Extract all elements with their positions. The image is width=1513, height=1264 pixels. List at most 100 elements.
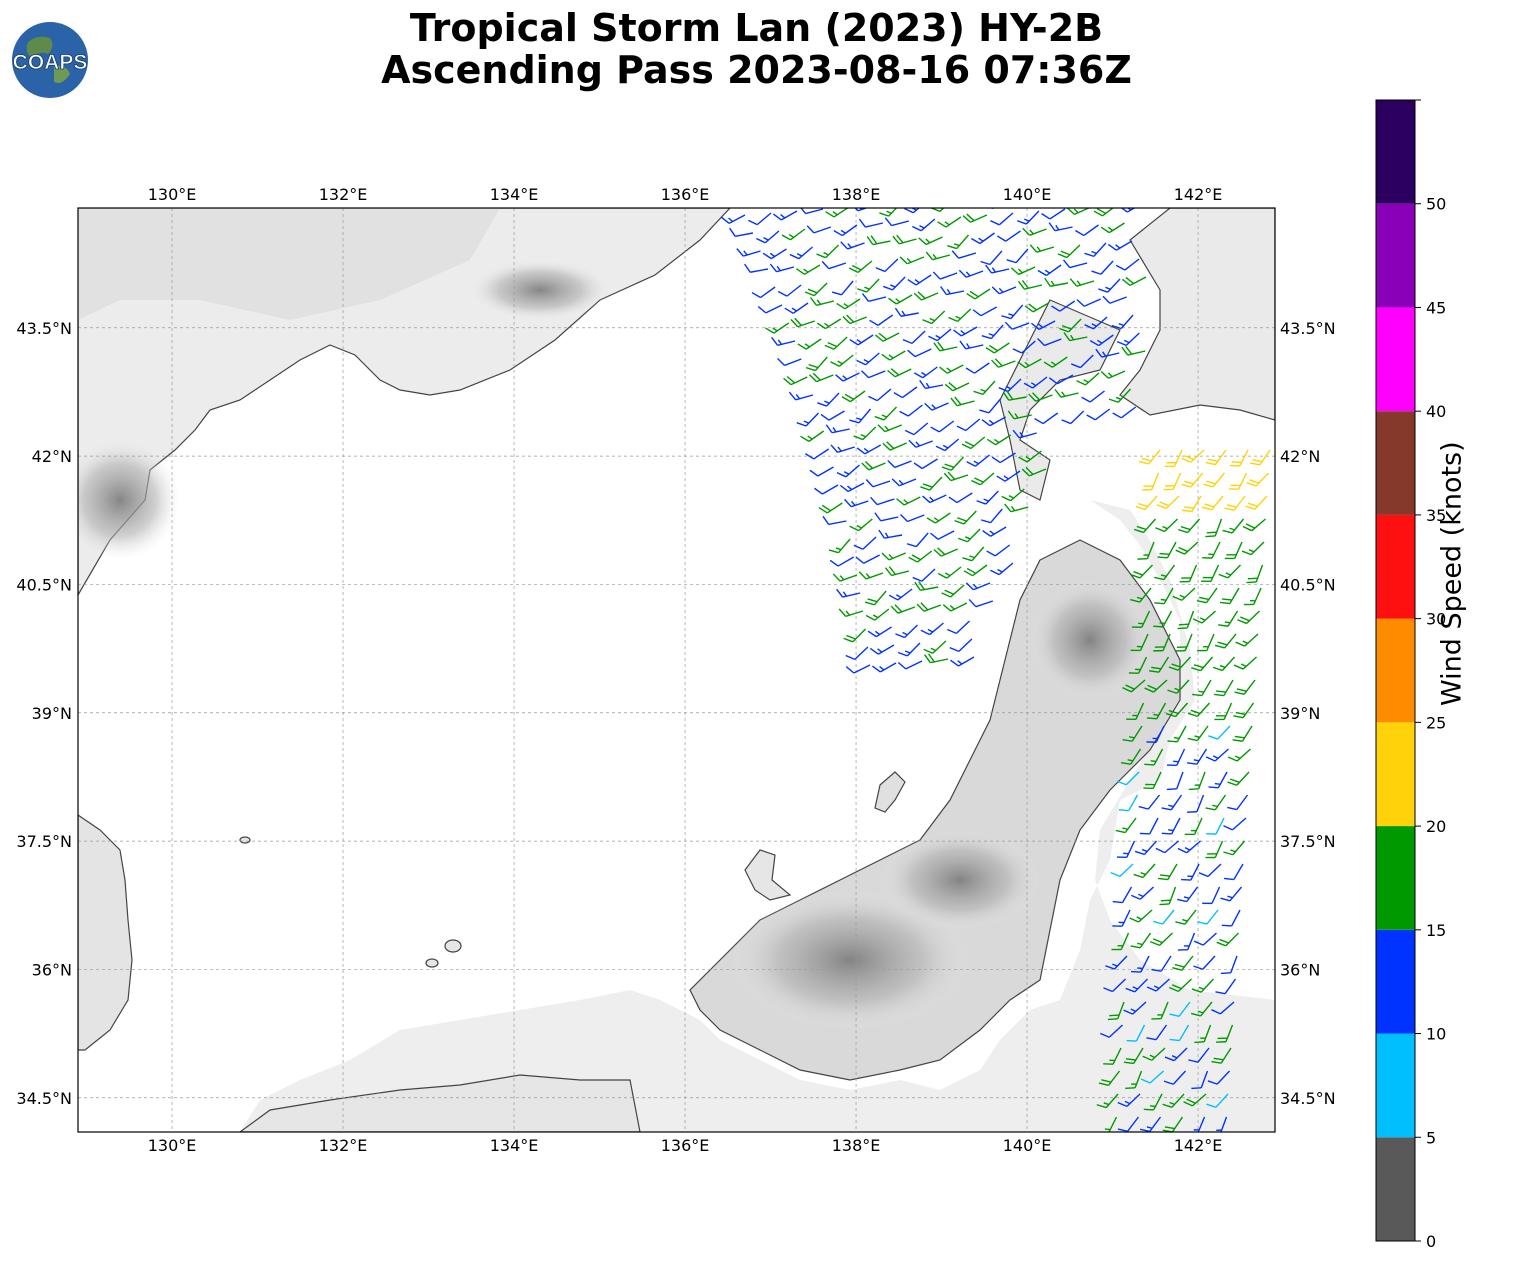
wind-barb bbox=[966, 454, 990, 467]
wind-barb bbox=[853, 536, 877, 550]
wind-barb bbox=[796, 412, 820, 427]
wind-barb bbox=[924, 653, 949, 664]
wind-barb bbox=[1115, 258, 1140, 271]
gridlines bbox=[78, 208, 1275, 1132]
colorbar-bin-8 bbox=[1376, 307, 1415, 412]
wind-barb bbox=[897, 660, 923, 670]
wind-barb bbox=[1130, 633, 1149, 652]
wind-barb bbox=[821, 260, 847, 270]
wind-barb bbox=[1076, 372, 1100, 386]
wind-barb bbox=[1138, 449, 1161, 465]
wind-barb bbox=[1125, 1070, 1143, 1090]
wind-barb bbox=[1037, 337, 1062, 347]
wind-barb bbox=[1142, 1047, 1166, 1061]
colorbar-tick-label: 40 bbox=[1426, 402, 1446, 421]
wind-barb bbox=[1098, 1116, 1118, 1132]
wind-barb bbox=[953, 326, 978, 337]
wind-barb bbox=[1220, 955, 1238, 975]
wind-barb bbox=[882, 441, 907, 451]
wind-barb bbox=[1202, 541, 1221, 559]
wind-barb bbox=[1143, 1093, 1163, 1111]
colorbar-bin-10 bbox=[1376, 100, 1415, 204]
noto-peninsula bbox=[744, 849, 792, 901]
wind-barb bbox=[1133, 518, 1157, 534]
wind-barb bbox=[1120, 748, 1142, 765]
wind-barb bbox=[1233, 702, 1255, 719]
wind-barb bbox=[1183, 1093, 1207, 1107]
wind-barb bbox=[930, 420, 955, 433]
wind-barb bbox=[941, 456, 965, 471]
wind-barb bbox=[1149, 656, 1170, 673]
wind-barb bbox=[835, 372, 860, 382]
wind-barb bbox=[1089, 334, 1114, 347]
wind-barb bbox=[1207, 1070, 1231, 1085]
wind-barb bbox=[1059, 318, 1082, 333]
lat-tick-label-right: 36°N bbox=[1280, 960, 1320, 979]
wind-barb bbox=[1222, 518, 1245, 534]
wind-barb bbox=[884, 566, 910, 577]
wind-barb bbox=[1112, 178, 1135, 199]
lon-tick-label-bottom: 132°E bbox=[319, 1136, 368, 1155]
wind-barb bbox=[848, 260, 873, 274]
wind-barb bbox=[924, 402, 949, 411]
terrain-layer bbox=[78, 208, 1275, 1132]
wind-barb bbox=[1134, 840, 1158, 856]
wind-barb bbox=[1130, 564, 1154, 579]
wind-barb bbox=[1206, 1093, 1229, 1108]
wind-barb bbox=[899, 404, 923, 417]
wind-barb bbox=[756, 230, 780, 244]
oki-islands bbox=[444, 939, 462, 953]
wind-barb bbox=[935, 438, 960, 452]
wind-barb bbox=[1130, 886, 1154, 900]
wind-barb bbox=[861, 370, 886, 379]
wind-barb bbox=[1122, 679, 1146, 693]
wind-barb bbox=[920, 622, 944, 636]
map-title-line-1: Tropical Storm Lan (2023) HY-2B bbox=[409, 6, 1104, 50]
wind-barb bbox=[1208, 771, 1228, 789]
wind-barb bbox=[1241, 541, 1265, 556]
wind-barb bbox=[1206, 817, 1225, 835]
wind-barb bbox=[849, 334, 874, 346]
wind-barb bbox=[1111, 932, 1130, 951]
wind-barb bbox=[1229, 449, 1249, 467]
colorbar-tick-label: 10 bbox=[1426, 1025, 1446, 1044]
wind-barb bbox=[1031, 320, 1056, 331]
lat-tick-label-left: 39°N bbox=[32, 704, 72, 723]
colorbar-bin-5 bbox=[1376, 618, 1415, 723]
wind-barb bbox=[991, 358, 1016, 368]
wind-barb bbox=[937, 216, 962, 228]
wind-barb bbox=[980, 250, 1003, 266]
wind-barb bbox=[1224, 541, 1243, 560]
wind-barb bbox=[1135, 495, 1158, 511]
wind-barb bbox=[1191, 978, 1215, 993]
wind-barb bbox=[1242, 518, 1266, 532]
lon-tick-label-top: 134°E bbox=[490, 185, 539, 204]
wind-barb bbox=[922, 310, 946, 325]
wind-barb bbox=[1130, 587, 1152, 603]
wind-barb bbox=[951, 250, 977, 259]
wind-barb bbox=[1054, 388, 1079, 398]
wind-barb bbox=[1163, 1070, 1187, 1085]
wind-barb bbox=[914, 581, 939, 591]
wind-barb bbox=[845, 646, 869, 660]
lon-tick-label-bottom: 138°E bbox=[832, 1136, 881, 1155]
wind-barb bbox=[1063, 332, 1088, 342]
wind-barb bbox=[1103, 1047, 1122, 1065]
wind-barb bbox=[888, 588, 913, 601]
wind-barb bbox=[861, 293, 887, 303]
wind-barb bbox=[1167, 725, 1187, 743]
wind-barb bbox=[1249, 449, 1271, 466]
wind-barb bbox=[896, 496, 921, 506]
wind-barb bbox=[887, 368, 912, 378]
wind-barb bbox=[1208, 725, 1231, 740]
wind-barb bbox=[965, 362, 990, 374]
wind-barb bbox=[968, 598, 994, 608]
wind-barb bbox=[872, 662, 897, 673]
wind-barb bbox=[855, 554, 881, 564]
colorbar-bin-2 bbox=[1376, 929, 1415, 1034]
wind-barb bbox=[958, 269, 984, 278]
wind-barb bbox=[949, 638, 973, 653]
wind-barb bbox=[1017, 358, 1042, 369]
wind-barb bbox=[781, 228, 806, 241]
